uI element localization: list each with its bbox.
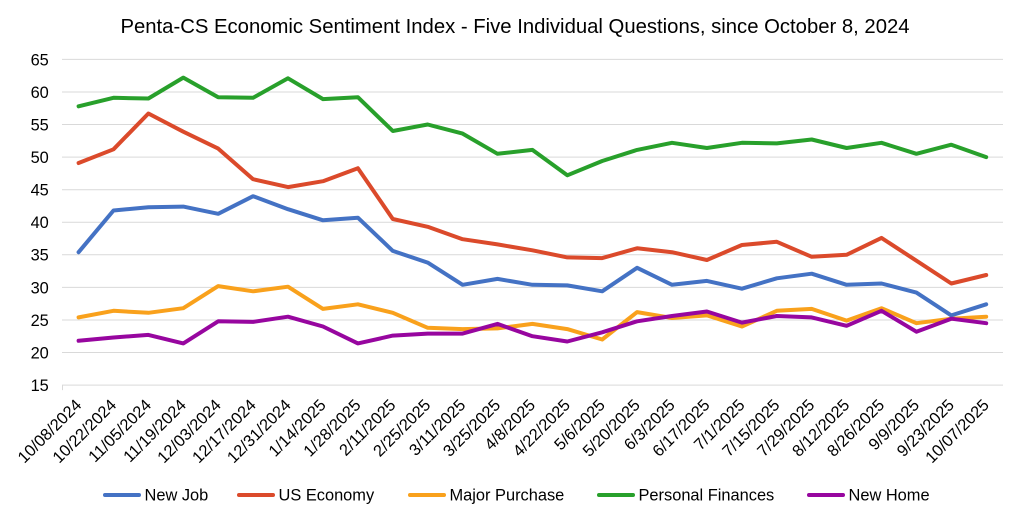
svg-text:60: 60 xyxy=(31,84,49,102)
svg-text:55: 55 xyxy=(31,116,49,134)
svg-text:65: 65 xyxy=(31,51,49,69)
svg-text:Penta-CS Economic Sentiment In: Penta-CS Economic Sentiment Index - Five… xyxy=(120,16,909,38)
svg-text:US Economy: US Economy xyxy=(279,487,375,505)
svg-text:35: 35 xyxy=(31,247,49,265)
svg-text:New Job: New Job xyxy=(145,487,209,505)
svg-text:40: 40 xyxy=(31,214,49,232)
svg-text:30: 30 xyxy=(31,279,49,297)
svg-text:20: 20 xyxy=(31,344,49,362)
svg-text:25: 25 xyxy=(31,312,49,330)
svg-text:15: 15 xyxy=(31,377,49,395)
svg-text:50: 50 xyxy=(31,149,49,167)
svg-text:Personal Finances: Personal Finances xyxy=(639,487,775,505)
svg-text:New Home: New Home xyxy=(849,487,930,505)
svg-text:45: 45 xyxy=(31,182,49,200)
svg-text:Major Purchase: Major Purchase xyxy=(450,487,565,505)
